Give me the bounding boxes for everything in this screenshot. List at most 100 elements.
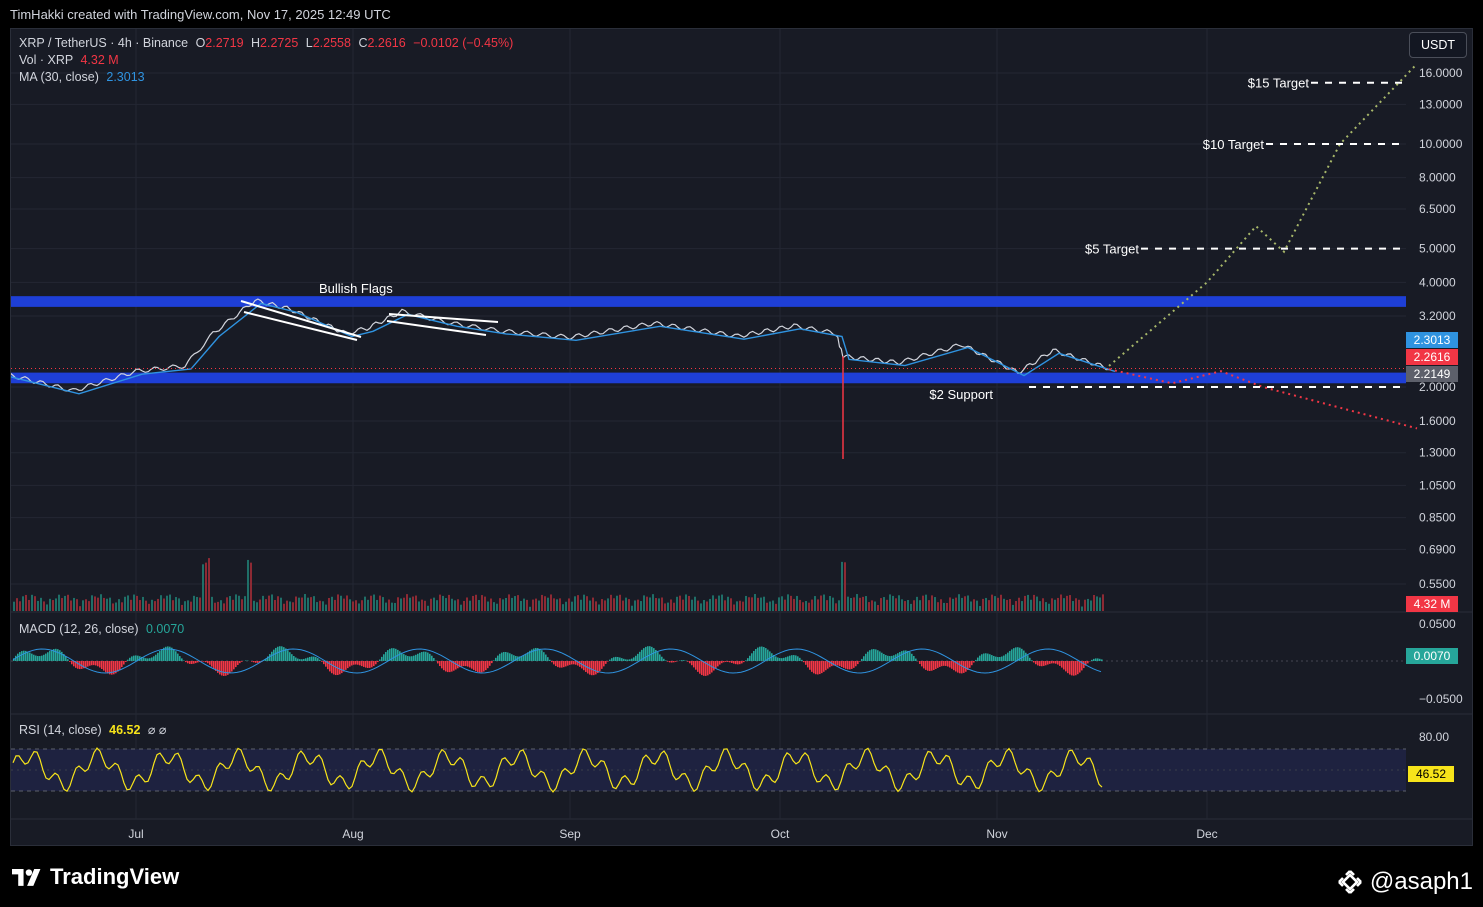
y-tick-label: 8.0000 xyxy=(1419,171,1456,185)
macd-histogram-bar xyxy=(153,656,155,661)
volume-bar xyxy=(991,594,993,611)
change-value: −0.0102 (−0.45%) xyxy=(413,36,514,50)
volume-bar xyxy=(955,597,957,611)
zone-support xyxy=(11,372,1406,384)
macd-histogram-bar xyxy=(689,661,691,664)
binance-icon xyxy=(1337,870,1362,894)
tradingview-brand: TradingView xyxy=(50,864,180,889)
volume-bar xyxy=(547,597,549,611)
macd-histogram-bar xyxy=(489,661,491,666)
macd-histogram-bar xyxy=(227,661,229,675)
volume-bar xyxy=(289,601,291,611)
macd-histogram-bar xyxy=(145,658,147,661)
tradingview-logo[interactable]: TradingView xyxy=(12,864,179,890)
ma-label[interactable]: MA (30, close) xyxy=(19,70,99,84)
volume-bar xyxy=(1033,594,1035,611)
macd-histogram-bar xyxy=(341,661,343,674)
macd-histogram-bar xyxy=(369,661,371,668)
macd-histogram-bar xyxy=(43,654,45,661)
macd-histogram-bar xyxy=(641,649,643,661)
volume-bar xyxy=(382,597,384,611)
macd-histogram-bar xyxy=(285,648,287,661)
volume-bar xyxy=(1078,599,1080,611)
macd-histogram-bar xyxy=(859,661,861,662)
volume-bar xyxy=(49,598,51,611)
macd-histogram-bar xyxy=(699,661,701,674)
macd-histogram-bar xyxy=(981,654,983,661)
macd-histogram-bar xyxy=(305,658,307,661)
macd-histogram-bar xyxy=(67,659,69,661)
macd-histogram-bar xyxy=(137,655,139,661)
volume-bar xyxy=(697,600,699,611)
macd-histogram-bar xyxy=(539,648,541,661)
volume-bar xyxy=(988,600,990,611)
macd-histogram-bar xyxy=(1045,661,1047,666)
volume-bar xyxy=(553,598,555,611)
macd-histogram-bar xyxy=(987,653,989,661)
volume-bar xyxy=(130,599,132,611)
macd-histogram-bar xyxy=(865,653,867,661)
macd-histogram-bar xyxy=(643,648,645,661)
macd-histogram-bar xyxy=(23,650,25,661)
volume-bar xyxy=(256,602,258,611)
volume-bar xyxy=(913,600,915,611)
volume-bar xyxy=(19,601,21,611)
macd-histogram-bar xyxy=(399,651,401,661)
volume-bar xyxy=(211,596,213,611)
macd-histogram-bar xyxy=(659,654,661,661)
volume-bar xyxy=(220,600,222,611)
macd-histogram-bar xyxy=(687,661,689,662)
macd-histogram-bar xyxy=(377,661,379,663)
volume-bar xyxy=(358,603,360,611)
volume-bar xyxy=(526,599,528,611)
macd-histogram-bar xyxy=(163,647,165,661)
volume-bar xyxy=(616,595,618,611)
volume-bar xyxy=(82,600,84,611)
macd-histogram-bar xyxy=(901,651,903,661)
macd-histogram-bar xyxy=(351,661,353,666)
macd-histogram-bar xyxy=(767,649,769,661)
macd-histogram-bar xyxy=(415,654,417,661)
macd-histogram-bar xyxy=(501,652,503,661)
volume-bar xyxy=(355,600,357,611)
volume-bar xyxy=(889,594,891,611)
macd-histogram-bar xyxy=(705,661,707,676)
macd-histogram-bar xyxy=(53,649,55,661)
macd-histogram-bar xyxy=(381,656,383,661)
volume-label[interactable]: Vol · XRP xyxy=(19,53,73,67)
volume-bar xyxy=(730,598,732,611)
macd-label[interactable]: MACD (12, 26, close) xyxy=(19,622,139,636)
volume-bar xyxy=(781,596,783,611)
volume-bar xyxy=(178,598,180,611)
volume-bar xyxy=(337,594,339,611)
y-tick-label: 5.0000 xyxy=(1419,242,1456,256)
chart-area[interactable]: Jul Aug Sep Oct Nov Dec 16.0000 13.0000 10.0000 8… xyxy=(10,28,1473,846)
macd-histogram-bar xyxy=(291,654,293,661)
macd-histogram-bar xyxy=(471,661,473,669)
macd-histogram-bar xyxy=(521,655,523,661)
macd-histogram-bar xyxy=(777,657,779,661)
author-watermark: @asaph1 xyxy=(1336,868,1473,896)
macd-histogram-bar xyxy=(883,653,885,661)
macd-histogram-bar xyxy=(33,654,35,661)
macd-histogram-bar xyxy=(601,661,603,669)
macd-histogram-bar xyxy=(1023,650,1025,661)
macd-histogram-bar xyxy=(135,655,137,661)
currency-button[interactable]: USDT xyxy=(1409,32,1467,58)
volume-bar xyxy=(280,597,282,611)
rsi-label[interactable]: RSI (14, close) xyxy=(19,723,102,737)
macd-histogram-bar xyxy=(59,650,61,661)
volume-bar xyxy=(196,596,198,611)
macd-histogram-bar xyxy=(1033,661,1035,663)
macd-histogram-bar xyxy=(893,655,895,661)
volume-bar xyxy=(928,600,930,611)
volume-bar xyxy=(820,595,822,611)
volume-bar xyxy=(772,600,774,611)
y-tick-label: 2.0000 xyxy=(1419,380,1456,394)
volume-bar xyxy=(166,595,168,611)
macd-histogram-bar xyxy=(253,661,255,663)
volume-bar xyxy=(223,603,225,611)
symbol-name[interactable]: XRP / TetherUS · 4h · Binance xyxy=(19,36,189,50)
macd-histogram-bar xyxy=(985,653,987,661)
macd-histogram-bar xyxy=(879,651,881,661)
